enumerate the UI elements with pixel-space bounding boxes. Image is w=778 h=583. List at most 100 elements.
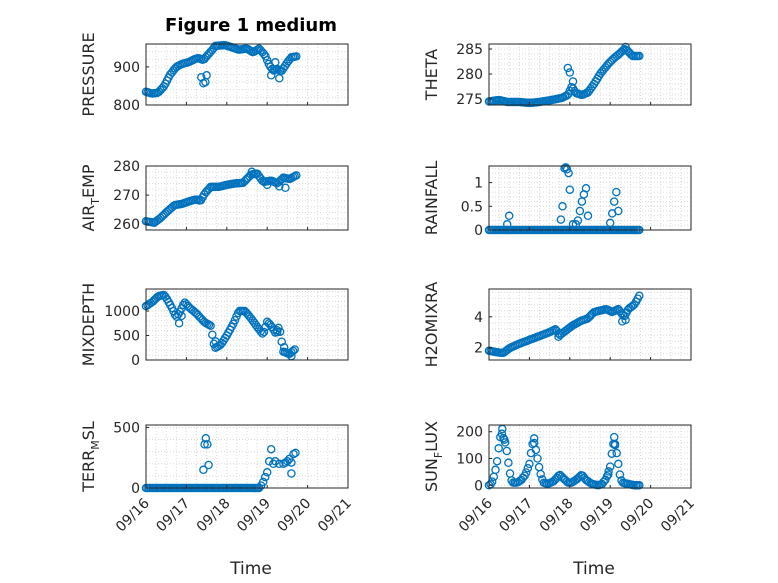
y-tick-label: 100 bbox=[456, 452, 483, 468]
axes-box bbox=[145, 288, 349, 361]
data-point bbox=[533, 454, 542, 463]
y-axis-label: THETA bbox=[422, 49, 441, 101]
y-tick-label: 260 bbox=[113, 217, 140, 233]
data-point bbox=[208, 330, 217, 339]
x-tick-label: 09/16 bbox=[456, 495, 496, 535]
y-tick-label: 270 bbox=[113, 188, 140, 204]
data-point bbox=[609, 432, 619, 442]
y-tick-label: 800 bbox=[113, 98, 140, 114]
data-point bbox=[525, 459, 534, 469]
x-axis-label-right: Time bbox=[572, 559, 615, 579]
data-point bbox=[612, 448, 621, 458]
data-point bbox=[206, 321, 215, 330]
y-axis-label: SUNFLUX bbox=[422, 421, 445, 492]
data-point bbox=[554, 332, 563, 342]
y-tick-label: 500 bbox=[113, 420, 140, 436]
data-point bbox=[523, 463, 533, 473]
data-point bbox=[612, 187, 621, 197]
data-point bbox=[281, 183, 290, 193]
data-point bbox=[247, 167, 257, 177]
y-label-main: TERR bbox=[79, 450, 98, 493]
data-point bbox=[521, 468, 531, 477]
data-point bbox=[275, 182, 284, 191]
data-point bbox=[291, 448, 300, 458]
y-axis-label: AIRTEMP bbox=[79, 164, 102, 231]
data-point bbox=[287, 458, 296, 467]
y-tick-label: 2 bbox=[474, 341, 483, 357]
data-point bbox=[610, 440, 620, 450]
data-point bbox=[253, 45, 262, 54]
data-point bbox=[287, 469, 296, 478]
subplot-theta: 275 280 285 THETA bbox=[422, 42, 692, 108]
data-point bbox=[502, 446, 512, 456]
y-tick-label: 285 bbox=[456, 42, 483, 58]
y-tick-label: 275 bbox=[456, 92, 483, 108]
y-tick-label: 900 bbox=[113, 60, 140, 76]
x-tick-label: 09/17 bbox=[496, 496, 536, 536]
data-point bbox=[558, 202, 567, 211]
data-point bbox=[491, 465, 500, 475]
data-point bbox=[292, 52, 301, 61]
y-tick-label: 280 bbox=[456, 67, 483, 83]
figure-title: Figure 1 medium bbox=[165, 15, 337, 36]
x-tick-label: 09/18 bbox=[537, 496, 577, 536]
y-label-main: H2OMIXRA bbox=[422, 282, 441, 368]
data-point bbox=[614, 206, 623, 216]
data-point bbox=[199, 465, 208, 475]
data-point bbox=[581, 184, 591, 193]
x-tick-label: 09/17 bbox=[153, 496, 193, 536]
y-label-main: AIR bbox=[79, 205, 98, 232]
axes-box bbox=[145, 165, 349, 231]
data-point bbox=[258, 329, 267, 338]
y-tick-label: 4 bbox=[474, 310, 483, 326]
data-point bbox=[271, 58, 280, 67]
data-point bbox=[568, 77, 578, 86]
data-point bbox=[202, 71, 211, 80]
x-tick-label: 09/21 bbox=[315, 496, 355, 536]
data-point bbox=[565, 185, 575, 194]
data-point bbox=[267, 64, 277, 74]
data-point bbox=[635, 291, 644, 301]
data-point bbox=[565, 68, 575, 77]
data-point bbox=[256, 481, 266, 490]
subplot-air_temp: 260 270 280 AIRTEMP bbox=[79, 159, 349, 233]
y-tick-label: 0 bbox=[131, 481, 140, 497]
y-tick-label: 1 bbox=[474, 176, 483, 192]
data-point bbox=[275, 327, 285, 336]
x-tick-label: 09/19 bbox=[234, 496, 274, 536]
plot-background bbox=[146, 425, 348, 488]
data-point bbox=[573, 216, 583, 225]
data-point bbox=[275, 459, 284, 469]
data-point bbox=[536, 469, 545, 479]
data-point bbox=[266, 71, 276, 80]
x-tick-label: 09/16 bbox=[113, 495, 153, 535]
y-label-suffix: LUX bbox=[422, 421, 441, 452]
data-point bbox=[290, 345, 299, 354]
y-tick-label: 0 bbox=[474, 223, 483, 239]
data-point bbox=[262, 468, 272, 477]
y-label-subscript: T bbox=[89, 198, 102, 206]
y-tick-label: 0 bbox=[474, 478, 483, 494]
data-point bbox=[563, 63, 573, 73]
data-point bbox=[635, 481, 644, 490]
data-point bbox=[266, 444, 276, 454]
y-axis-label: TERRMSL bbox=[79, 421, 102, 493]
subplot-mixdepth: 0 500 1000 MIXDEPTH bbox=[79, 283, 349, 369]
x-tick-label: 09/18 bbox=[194, 496, 234, 536]
data-point bbox=[288, 346, 298, 356]
data-point bbox=[604, 467, 613, 476]
data-point bbox=[607, 449, 617, 458]
x-tick-label: 09/21 bbox=[658, 496, 698, 536]
data-point bbox=[258, 176, 267, 186]
data-point bbox=[504, 211, 514, 221]
y-axis-label: H2OMIXRA bbox=[422, 282, 441, 368]
subplot-pressure: 800 900 PRESSURE bbox=[79, 32, 349, 117]
data-point bbox=[529, 434, 539, 443]
data-point bbox=[621, 315, 630, 325]
y-label-suffix: SL bbox=[79, 421, 98, 440]
y-label-suffix: EMP bbox=[79, 164, 98, 198]
data-point bbox=[200, 440, 209, 449]
data-point bbox=[614, 459, 623, 469]
data-point bbox=[531, 445, 541, 455]
